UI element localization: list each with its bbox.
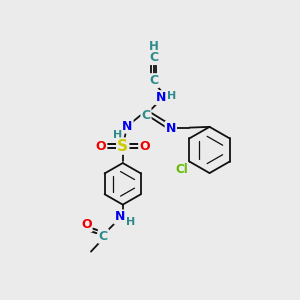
Text: S: S <box>117 139 128 154</box>
Text: C: C <box>149 51 158 64</box>
Text: C: C <box>149 74 158 87</box>
Text: O: O <box>139 140 150 153</box>
Text: N: N <box>122 120 133 133</box>
Text: H: H <box>113 130 122 140</box>
Text: H: H <box>149 40 159 53</box>
Text: O: O <box>81 218 92 231</box>
Text: N: N <box>155 91 166 104</box>
Text: H: H <box>126 217 135 226</box>
Text: H: H <box>167 91 176 101</box>
Text: N: N <box>115 211 125 224</box>
Text: O: O <box>96 140 106 153</box>
Text: Cl: Cl <box>175 163 188 176</box>
Text: N: N <box>166 122 176 135</box>
Text: C: C <box>99 230 108 243</box>
Text: C: C <box>141 109 151 122</box>
